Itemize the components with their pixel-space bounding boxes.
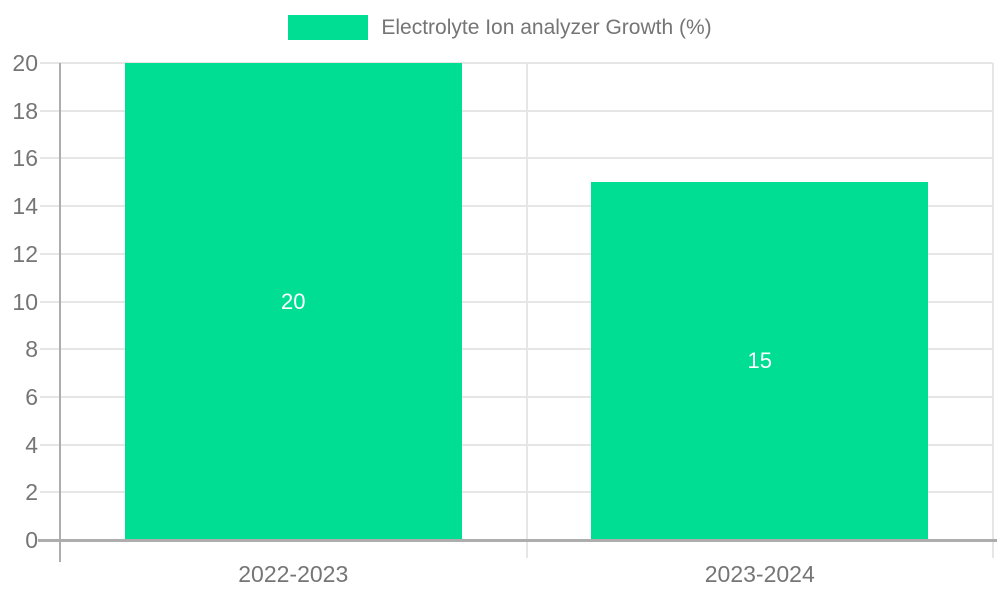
gridline-y-12 — [40, 252, 993, 255]
y-tick-label-8: 8 — [25, 336, 38, 363]
gridline-y-2 — [40, 491, 993, 494]
gridline-y-14 — [40, 205, 993, 208]
y-tick-label-6: 6 — [25, 383, 38, 410]
bar-2022-2023[interactable]: 20 — [124, 63, 462, 540]
legend-swatch-icon — [288, 15, 369, 40]
gridline-y-6 — [40, 395, 993, 398]
x-category-label: 2023-2024 — [704, 561, 815, 587]
bar-value-label: 15 — [747, 348, 772, 374]
y-tick-label-12: 12 — [12, 240, 38, 267]
gridline-y-4 — [40, 443, 993, 446]
gridline-y-18 — [40, 109, 993, 112]
bar-value-label: 20 — [281, 288, 306, 314]
y-tick-label-20: 20 — [12, 50, 38, 76]
y-tick-label-10: 10 — [12, 288, 38, 315]
y-tick-label-16: 16 — [12, 145, 38, 172]
y-tick-label-4: 4 — [25, 431, 38, 458]
plot-area: 20 15 — [38, 62, 997, 562]
y-tick-label-18: 18 — [12, 97, 38, 124]
gridline-y-16 — [40, 157, 993, 160]
gridline-y-10 — [40, 300, 993, 303]
gridline-y-20 — [40, 62, 993, 64]
gridline-x-1 — [525, 63, 528, 558]
legend-label: Electrolyte Ion analyzer Growth (%) — [381, 15, 712, 39]
x-category-label: 2022-2023 — [238, 561, 349, 587]
gridline-y-8 — [40, 348, 993, 351]
y-tick-label-0: 0 — [25, 527, 38, 553]
y-tick-label-2: 2 — [25, 479, 38, 506]
y-axis-line — [59, 63, 61, 562]
gridline-x-2 — [992, 63, 994, 558]
y-tick-label-14: 14 — [12, 193, 38, 220]
legend[interactable]: Electrolyte Ion analyzer Growth (%) — [0, 15, 1000, 40]
x-axis-line — [38, 539, 997, 542]
bar-2023-2024[interactable]: 15 — [591, 182, 929, 540]
